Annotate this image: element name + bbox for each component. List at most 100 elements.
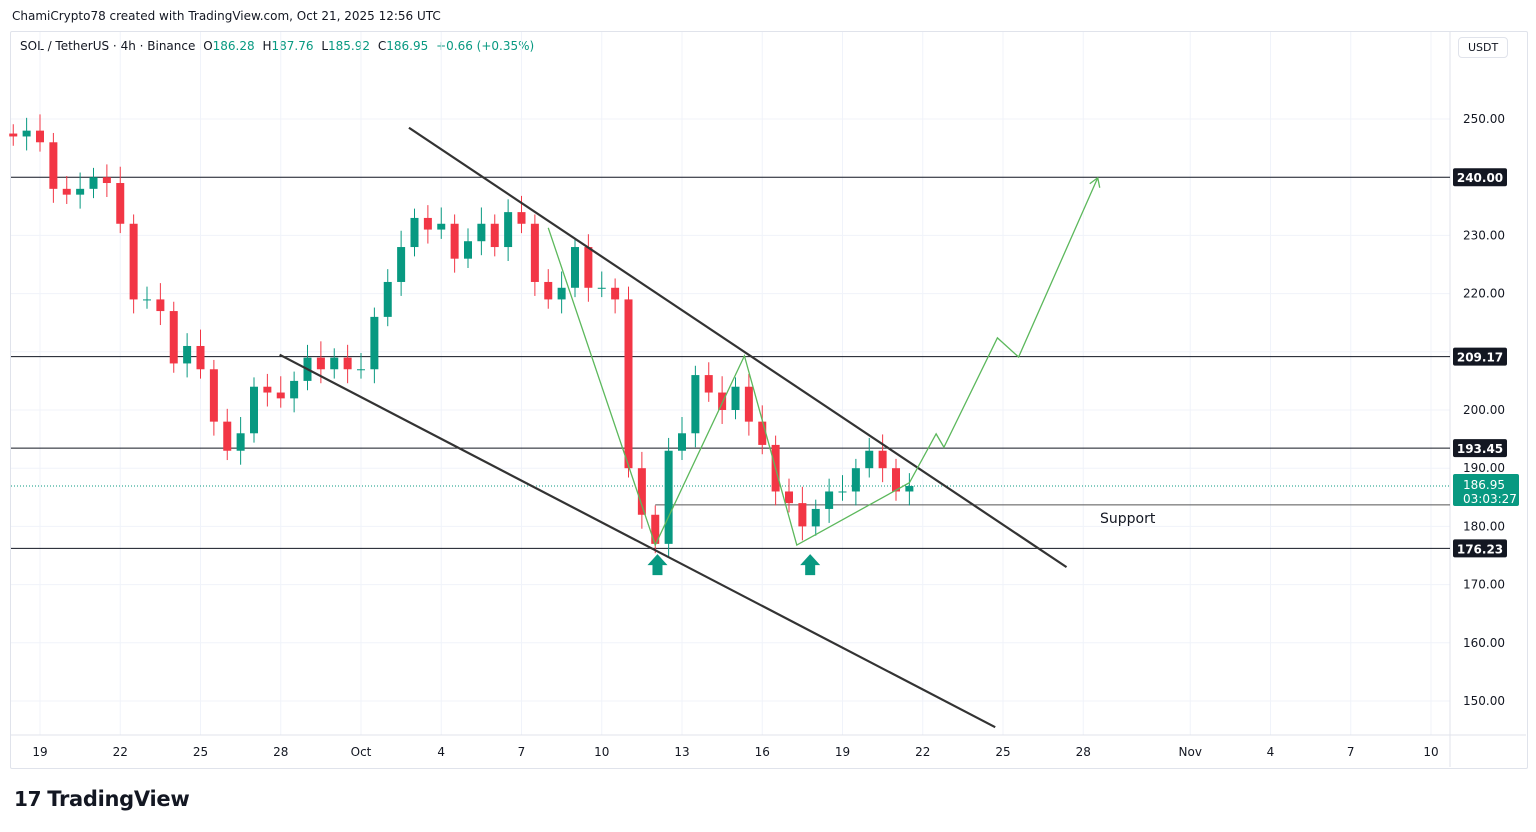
price-tick-label: 220.00 (1463, 287, 1505, 301)
projection-path (547, 177, 1099, 547)
candle-body (236, 433, 245, 451)
candle-body (183, 345, 192, 364)
candle-body (116, 183, 125, 224)
candle-body (798, 503, 807, 527)
candle-body (450, 223, 459, 259)
price-tick-label: 230.00 (1463, 228, 1505, 242)
arrow-up-icon (800, 554, 821, 576)
candle-body (611, 287, 620, 300)
candle-body (22, 130, 31, 137)
level-price-badge (1453, 347, 1507, 366)
candle-body (62, 188, 71, 195)
close-value: 186.95 (386, 39, 429, 53)
candle-body (718, 392, 727, 410)
tradingview-logo[interactable]: 17 TradingView (14, 787, 190, 811)
candle-body (517, 212, 526, 224)
candle-body (464, 241, 472, 259)
time-tick-label: 13 (674, 745, 689, 759)
price-tick-label: 250.00 (1463, 112, 1505, 126)
candle-body (9, 133, 18, 137)
currency-button[interactable]: USDT (1458, 37, 1509, 58)
candle-body (597, 287, 606, 289)
candle-body (651, 514, 660, 544)
support-label: Support (1100, 511, 1156, 527)
candle-body (209, 369, 218, 422)
low-value: 185.92 (328, 39, 371, 53)
time-tick-label: 28 (1076, 745, 1091, 759)
price-tick-label: 190.00 (1463, 461, 1505, 475)
time-tick-label: 25 (193, 745, 208, 759)
candle-body (758, 421, 767, 445)
candle-body (169, 311, 178, 364)
time-tick-label: 19 (32, 745, 47, 759)
candle-body (357, 369, 365, 371)
candle-body (263, 386, 272, 393)
candle-body (89, 177, 98, 189)
change-value: +0.66 (+0.35%) (436, 39, 535, 53)
symbol-title[interactable]: SOL / TetherUS · 4h · Binance (20, 39, 196, 53)
candle-body (905, 485, 914, 492)
candle-body (637, 468, 646, 515)
bar-countdown-label: 03:03:27 (1463, 492, 1517, 506)
candle-body (557, 287, 566, 300)
candle-body (316, 357, 325, 370)
candle-body (678, 433, 686, 451)
time-tick-label: 7 (518, 745, 526, 759)
candle-body (785, 491, 793, 504)
time-tick-label: 10 (1423, 745, 1438, 759)
candle-body (825, 491, 834, 509)
level-price-label: 193.45 (1457, 442, 1503, 456)
candle-body (504, 212, 513, 248)
candle-body (290, 380, 299, 399)
candle-body (129, 223, 138, 300)
candle-body (530, 223, 539, 282)
channel-trendline (408, 126, 1068, 569)
low-label: L (321, 39, 329, 53)
open-value: 186.28 (212, 39, 255, 53)
candle-body (811, 508, 820, 527)
candle-body (250, 386, 258, 434)
candle-body (383, 281, 392, 317)
candle-body (76, 188, 85, 195)
candle-body (892, 468, 900, 492)
candle-body (838, 491, 847, 493)
current-price-badge (1453, 473, 1519, 506)
projection-arrowhead-icon (1089, 176, 1101, 188)
candle-body (571, 247, 579, 288)
candle-body (664, 450, 673, 544)
time-tick-label: 22 (915, 745, 930, 759)
chart-credit: ChamiCrypto78 created with TradingView.c… (12, 9, 441, 23)
price-tick-label: 150.00 (1463, 694, 1505, 708)
candle-body (624, 299, 633, 469)
time-tick-label: 28 (273, 745, 288, 759)
candle-body (544, 281, 553, 300)
level-price-badge (1453, 168, 1507, 187)
current-price-label: 186.95 (1463, 478, 1505, 492)
candle-body (330, 357, 339, 370)
chart-frame (10, 31, 1528, 769)
time-tick-label: 22 (113, 745, 128, 759)
candle-body (423, 217, 432, 230)
candle-body (102, 177, 111, 184)
brand-name: TradingView (47, 787, 190, 811)
high-label: H (262, 39, 272, 53)
candle-body (49, 142, 58, 189)
time-tick-label: 16 (755, 745, 770, 759)
high-value: 187.76 (271, 39, 314, 53)
time-tick-label: 19 (835, 745, 850, 759)
candle-body (410, 217, 419, 248)
channel-trendline (279, 353, 996, 729)
candle-body (397, 247, 406, 282)
price-tick-label: 170.00 (1463, 578, 1505, 592)
tradingview-logo-icon: 17 (14, 787, 42, 811)
candle-body (477, 223, 486, 242)
candle-body (878, 450, 887, 469)
open-label: O (203, 39, 213, 53)
time-tick-label: 10 (594, 745, 609, 759)
candle-body (704, 375, 713, 393)
time-tick-label: Oct (351, 745, 372, 759)
candle-body (584, 247, 593, 288)
symbol-legend: SOL / TetherUS · 4h · Binance O186.28 H1… (20, 39, 538, 53)
candle-body (490, 223, 499, 248)
